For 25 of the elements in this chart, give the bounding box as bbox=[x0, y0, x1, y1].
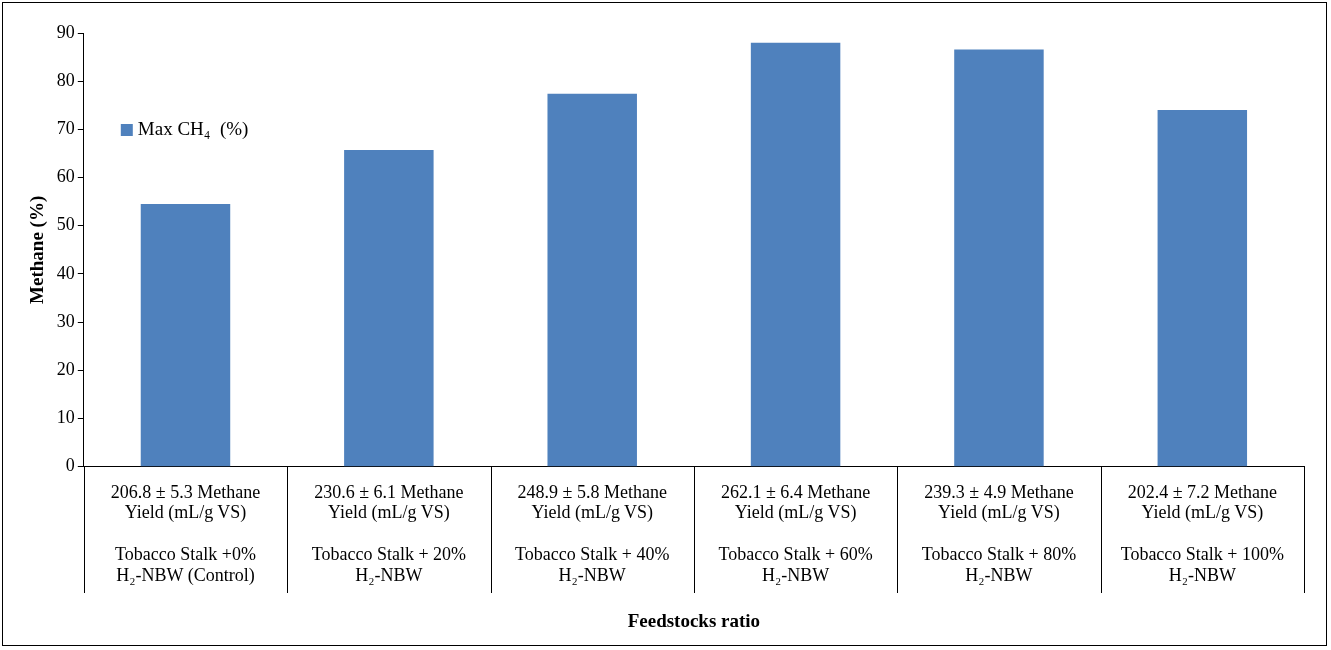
x-axis-title: Feedstocks ratio bbox=[627, 609, 761, 631]
bar bbox=[1157, 110, 1248, 467]
y-tick-label: 40 bbox=[56, 262, 75, 283]
y-tick-label: 10 bbox=[56, 407, 75, 428]
y-axis-title: Methane (%) bbox=[26, 195, 49, 304]
bar bbox=[547, 93, 637, 467]
y-tick-label: 70 bbox=[56, 118, 75, 139]
y-tick-label: 60 bbox=[56, 166, 75, 187]
y-tick-label: 90 bbox=[56, 21, 75, 42]
x-tick-label: 202.4 ± 7.2 Methane Yield (mL/g VS) Tobacco Stalk + 100% H₂-NBW bbox=[1120, 481, 1284, 585]
y-tick-label: 20 bbox=[56, 359, 75, 380]
x-tick-label: 230.6 ± 6.1 Methane Yield (mL/g VS) Tobacco Stalk + 20% H₂-NBW bbox=[311, 481, 467, 585]
bar bbox=[140, 204, 231, 467]
legend-label: Max CH₄ (%) bbox=[137, 117, 249, 140]
y-tick-label: 50 bbox=[56, 214, 75, 235]
x-tick-label: 239.3 ± 4.9 Methane Yield (mL/g VS) Tobacco Stalk + 80% H₂-NBW bbox=[921, 481, 1077, 585]
bar bbox=[750, 42, 841, 467]
x-tick-label: 248.9 ± 5.8 Methane Yield (mL/g VS) Tobacco Stalk + 40% H₂-NBW bbox=[515, 481, 670, 585]
x-tick-label: 262.1 ± 6.4 Methane Yield (mL/g VS) Tobacco Stalk + 60% H₂-NBW bbox=[718, 481, 873, 585]
bar bbox=[344, 150, 434, 467]
y-tick-label: 0 bbox=[65, 455, 75, 476]
y-tick-label: 80 bbox=[56, 69, 75, 90]
bar bbox=[954, 49, 1044, 467]
y-tick-label: 30 bbox=[56, 310, 75, 331]
x-tick-label: 206.8 ± 5.3 Methane Yield (mL/g VS) Tobacco Stalk +0% H₂-NBW (Control) bbox=[110, 481, 261, 586]
